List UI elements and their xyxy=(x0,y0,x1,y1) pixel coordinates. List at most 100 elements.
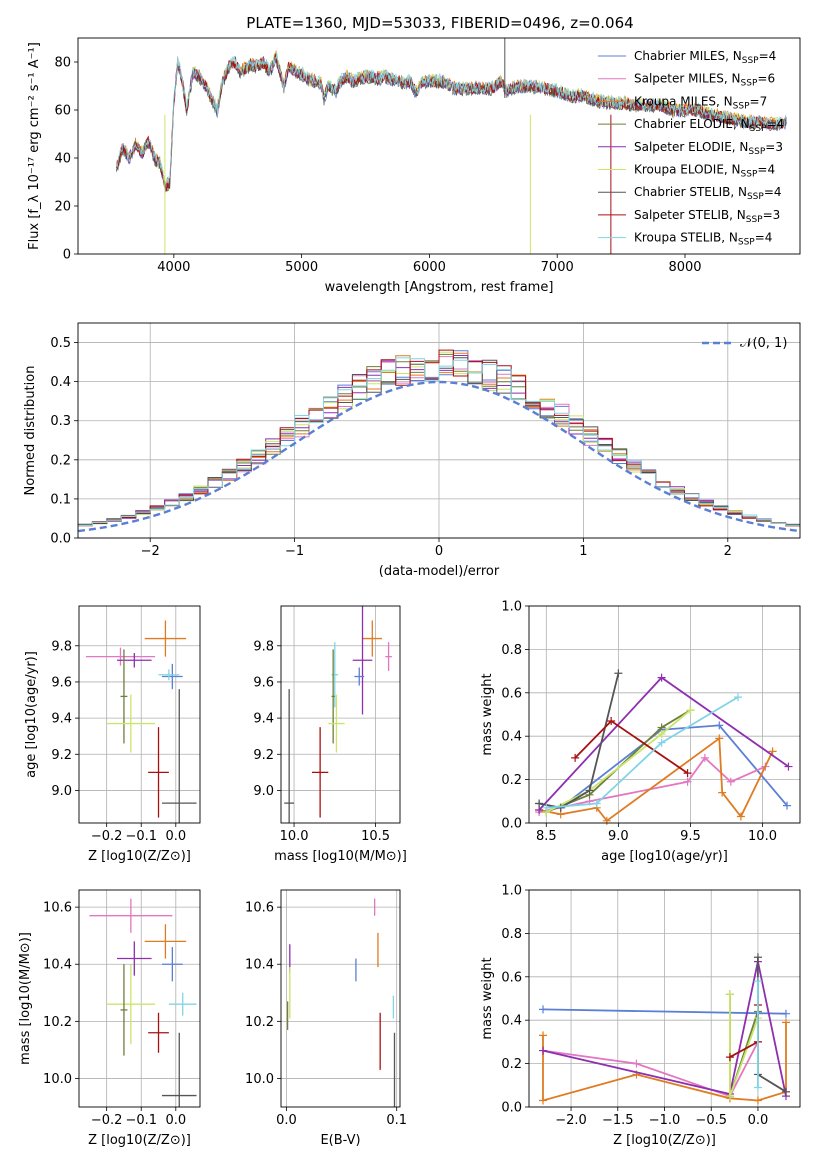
weight-marker xyxy=(539,1096,548,1105)
p-massz-x-label: Z [log10(Z/Z⊙)] xyxy=(88,1133,191,1148)
weight-marker xyxy=(726,777,735,786)
spectrum-panel: 4000 5000 6000 7000 8000 0 20 40 60 80 wavelength … xyxy=(27,37,801,295)
legend-label-tail: =4 xyxy=(766,117,784,131)
legend-label-sub: SSP xyxy=(741,170,758,180)
y-tick-label: 0.0 xyxy=(501,1101,522,1116)
p-wage-x-label: age [log10(age/yr)] xyxy=(601,849,728,864)
y-tick-label: 9.0 xyxy=(253,784,274,799)
x-tick-label: 8000 xyxy=(668,260,701,275)
weight-line xyxy=(542,1041,759,1098)
axes-frame xyxy=(280,889,401,1108)
y-tick-label: 9.8 xyxy=(51,639,72,654)
p-wage-y-label: mass weight xyxy=(480,673,495,755)
histogram-step xyxy=(78,349,800,527)
p-agez-y-label: age [log10(age/yr)] xyxy=(24,651,39,778)
weight-line xyxy=(538,673,620,809)
y-tick-label: 0 xyxy=(63,248,71,263)
x-tick-label: −2 xyxy=(141,544,160,559)
y-tick-label: 0.6 xyxy=(501,686,522,701)
legend-label-main: Salpeter STELIB, N xyxy=(634,208,746,222)
weight-marker xyxy=(725,1053,734,1062)
weight-marker xyxy=(607,717,616,726)
weight-marker xyxy=(781,1087,790,1096)
y-tick-label: 0.8 xyxy=(501,643,522,658)
x-tick-label: 9.0 xyxy=(608,829,629,844)
x-tick-label: −1.0 xyxy=(649,1113,681,1128)
y-tick-label: 9.0 xyxy=(51,784,72,799)
spectrum-y-label: Flux [f_λ 10⁻¹⁷ erg cm⁻² s⁻¹ A⁻¹] xyxy=(27,42,42,250)
y-tick-label: 0.5 xyxy=(50,336,71,351)
axes-frame xyxy=(280,605,401,824)
mass-vs-z-panel: −0.2 −0.1 0.0 10.0 10.2 10.4 10.6 Z [log10(Z/Z⊙… xyxy=(18,889,201,1148)
x-tick-label: 6000 xyxy=(413,260,446,275)
weight-marker xyxy=(715,721,724,730)
weight-marker xyxy=(784,762,793,771)
weight-marker xyxy=(539,1005,548,1014)
y-tick-label: 10.2 xyxy=(43,1015,72,1030)
x-tick-label: 0.0 xyxy=(165,829,186,844)
y-tick-label: 9.2 xyxy=(51,748,72,763)
axes-frame xyxy=(78,605,201,824)
legend-label-tail: =3 xyxy=(763,208,781,222)
legend-label-main: Chabrier MILES, N xyxy=(634,49,742,63)
weight-marker xyxy=(753,953,762,962)
x-tick-label: 2 xyxy=(724,544,732,559)
weight-line xyxy=(538,724,788,809)
weight-marker xyxy=(781,1009,790,1018)
age-vs-z-panel: −0.2 −0.1 0.0 9.0 9.2 9.4 9.6 9.8 Z [log10(Z/Z⊙)… xyxy=(24,605,201,864)
weight-marker xyxy=(585,786,594,795)
legend-label-sub: SSP xyxy=(742,56,759,66)
weight-line xyxy=(545,709,691,813)
legend-label-main: Kroupa ELODIE, N xyxy=(634,163,741,177)
weight-marker xyxy=(539,1046,548,1055)
x-tick-label: −1.5 xyxy=(602,1113,634,1128)
y-tick-label: 10.2 xyxy=(245,1015,274,1030)
legend-label-sub: SSP xyxy=(733,101,750,111)
weight-marker xyxy=(602,816,611,825)
legend-label: Kroupa STELIB, NSSP=4 xyxy=(634,231,772,248)
weight-line xyxy=(542,961,787,1097)
y-tick-label: 10.4 xyxy=(245,958,274,973)
weight-marker xyxy=(715,734,724,743)
y-tick-label: 9.4 xyxy=(51,712,72,727)
weight-marker xyxy=(725,1092,734,1101)
y-tick-label: 10.0 xyxy=(43,1072,72,1087)
y-tick-label: 9.2 xyxy=(253,748,274,763)
axes-frame xyxy=(77,37,801,255)
residuals-panel: −2 −1 0 1 2 0.0 0.1 0.2 0.3 0.4 0.5 (data-model)/er… xyxy=(23,322,801,579)
legend-label-tail: =4 xyxy=(759,49,777,63)
normal-curve xyxy=(78,380,800,533)
weight-marker xyxy=(571,753,580,762)
histogram-step xyxy=(78,357,800,526)
weight-marker xyxy=(718,788,727,797)
x-tick-label: 5000 xyxy=(285,260,318,275)
p-masse-x-label: E(B-V) xyxy=(320,1133,360,1148)
x-tick-label: 0.0 xyxy=(276,1113,297,1128)
x-tick-label: −0.1 xyxy=(125,829,157,844)
x-tick-label: −2.0 xyxy=(555,1113,587,1128)
weight-line xyxy=(538,756,766,813)
weight-line xyxy=(542,1008,787,1015)
legend-label-main: Chabrier STELIB, N xyxy=(634,185,747,199)
weight-marker xyxy=(614,669,623,678)
legend-label: Kroupa ELODIE, NSSP=4 xyxy=(634,163,775,180)
x-tick-label: −0.2 xyxy=(91,1113,123,1128)
weight-marker xyxy=(556,803,565,812)
legend-label-sub: SSP xyxy=(741,79,758,89)
y-tick-label: 9.8 xyxy=(253,639,274,654)
y-tick-label: 10.6 xyxy=(245,901,274,916)
y-tick-label: 0.1 xyxy=(50,492,71,507)
spectrum-line xyxy=(115,52,787,185)
x-tick-label: 1 xyxy=(579,544,587,559)
axes-frame xyxy=(528,889,801,1108)
legend-label-tail: =6 xyxy=(757,72,775,86)
x-tick-label: 8.5 xyxy=(536,829,557,844)
weight-marker xyxy=(700,753,709,762)
legend-label: Salpeter ELODIE, NSSP=3 xyxy=(634,140,783,157)
y-tick-label: 0.2 xyxy=(50,453,71,468)
legend-label-sub: SSP xyxy=(746,215,763,225)
legend-label: Chabrier ELODIE, NSSP=4 xyxy=(634,117,784,134)
legend-label: Salpeter STELIB, NSSP=3 xyxy=(634,208,780,225)
legend-label-main: Salpeter ELODIE, N xyxy=(634,140,748,154)
